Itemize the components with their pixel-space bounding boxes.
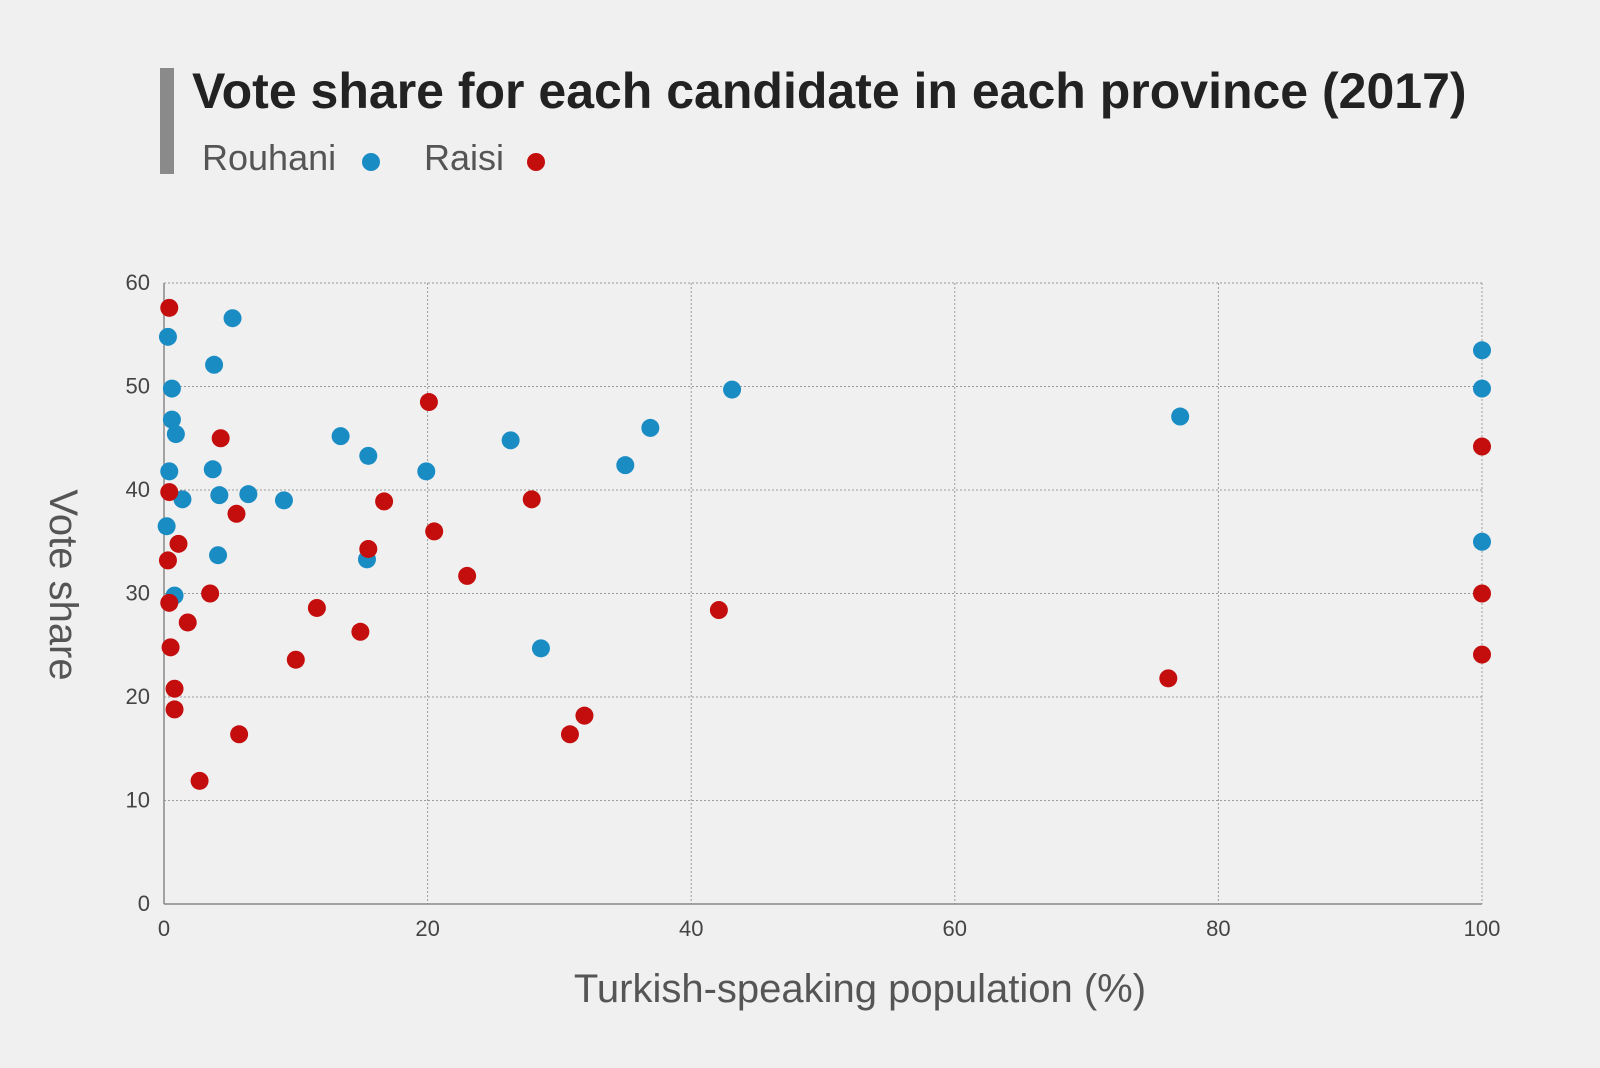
y-tick-label-10: 10	[126, 788, 150, 813]
data-point-raisi-3	[160, 593, 179, 612]
data-point-raisi-22	[522, 490, 541, 509]
y-tick-label-50: 50	[126, 374, 150, 399]
x-tick-label-100: 100	[1464, 916, 1501, 941]
data-point-raisi-14	[286, 650, 305, 669]
data-point-rouhani-2	[160, 462, 179, 481]
legend-marker-raisi	[527, 153, 545, 171]
data-point-rouhani-11	[210, 486, 229, 505]
y-tick-label-30: 30	[126, 581, 150, 606]
y-tick-label-60: 60	[126, 270, 150, 295]
y-tick-label-40: 40	[126, 477, 150, 502]
legend: Rouhani Raisi	[202, 137, 545, 178]
data-point-raisi-17	[359, 539, 378, 558]
data-point-raisi-29	[1473, 645, 1491, 664]
data-points	[157, 298, 1491, 790]
y-tick-label-0: 0	[138, 891, 150, 916]
data-point-rouhani-3	[162, 379, 181, 398]
title-accent-bar	[160, 68, 174, 174]
data-point-raisi-26	[1159, 669, 1178, 688]
data-point-raisi-8	[178, 613, 197, 632]
data-point-raisi-4	[161, 638, 180, 657]
x-tick-label-60: 60	[943, 916, 967, 941]
x-axis-label: Turkish-speaking population (%)	[574, 967, 1146, 1011]
data-point-raisi-6	[165, 700, 184, 719]
data-point-raisi-28	[1473, 584, 1491, 603]
legend-label-raisi: Raisi	[424, 137, 504, 178]
data-point-raisi-11	[211, 429, 230, 448]
data-point-rouhani-12	[223, 309, 242, 328]
data-point-raisi-15	[307, 598, 326, 617]
data-point-rouhani-15	[331, 427, 350, 446]
y-tick-label-20: 20	[126, 684, 150, 709]
data-point-rouhani-7	[173, 490, 192, 509]
data-point-raisi-7	[169, 534, 188, 553]
data-point-rouhani-24	[1171, 407, 1190, 426]
data-point-rouhani-20	[531, 639, 550, 658]
data-point-raisi-9	[190, 771, 209, 790]
x-tick-label-40: 40	[679, 916, 703, 941]
data-point-raisi-24	[575, 706, 594, 725]
data-point-rouhani-22	[641, 418, 660, 437]
data-point-rouhani-18	[417, 462, 436, 481]
data-point-raisi-25	[709, 601, 728, 620]
data-point-rouhani-21	[616, 456, 635, 475]
data-point-rouhani-14	[274, 491, 293, 510]
data-point-raisi-23	[560, 725, 579, 744]
data-point-raisi-2	[160, 483, 179, 502]
data-point-raisi-27	[1473, 437, 1491, 456]
data-point-rouhani-1	[158, 327, 177, 346]
data-point-rouhani-23	[723, 380, 742, 399]
data-point-rouhani-13	[239, 485, 258, 504]
x-axis-ticks: 0 20 40 60 80 100	[158, 916, 1500, 941]
data-point-rouhani-6	[166, 425, 185, 444]
y-axis-ticks: 0 10 20 30 40 50 60	[126, 270, 150, 916]
x-tick-label-20: 20	[415, 916, 439, 941]
x-tick-label-80: 80	[1206, 916, 1230, 941]
x-tick-label-0: 0	[158, 916, 170, 941]
data-point-raisi-12	[227, 504, 246, 523]
data-point-rouhani-27	[1473, 532, 1491, 551]
chart-title: Vote share for each candidate in each pr…	[192, 63, 1467, 119]
data-point-rouhani-17	[359, 446, 378, 465]
y-axis-label: Vote share	[41, 489, 85, 680]
data-point-raisi-0	[160, 298, 179, 317]
legend-marker-rouhani	[362, 153, 380, 171]
data-point-rouhani-9	[205, 355, 224, 374]
data-point-raisi-18	[375, 492, 394, 511]
data-point-raisi-19	[419, 393, 438, 412]
data-point-raisi-16	[351, 622, 370, 641]
data-point-rouhani-10	[209, 546, 228, 565]
data-point-rouhani-25	[1473, 341, 1491, 360]
legend-label-rouhani: Rouhani	[202, 137, 336, 178]
data-point-raisi-21	[458, 566, 477, 585]
data-point-raisi-10	[201, 584, 220, 603]
data-point-rouhani-0	[157, 517, 176, 536]
data-point-rouhani-26	[1473, 379, 1491, 398]
data-point-raisi-1	[158, 551, 177, 570]
data-point-raisi-20	[425, 522, 444, 541]
data-point-rouhani-4	[162, 410, 181, 429]
data-point-rouhani-8	[203, 460, 222, 479]
data-point-raisi-13	[230, 725, 249, 744]
grid-lines	[164, 282, 1483, 904]
data-point-raisi-5	[165, 679, 184, 698]
data-point-rouhani-19	[501, 431, 520, 450]
